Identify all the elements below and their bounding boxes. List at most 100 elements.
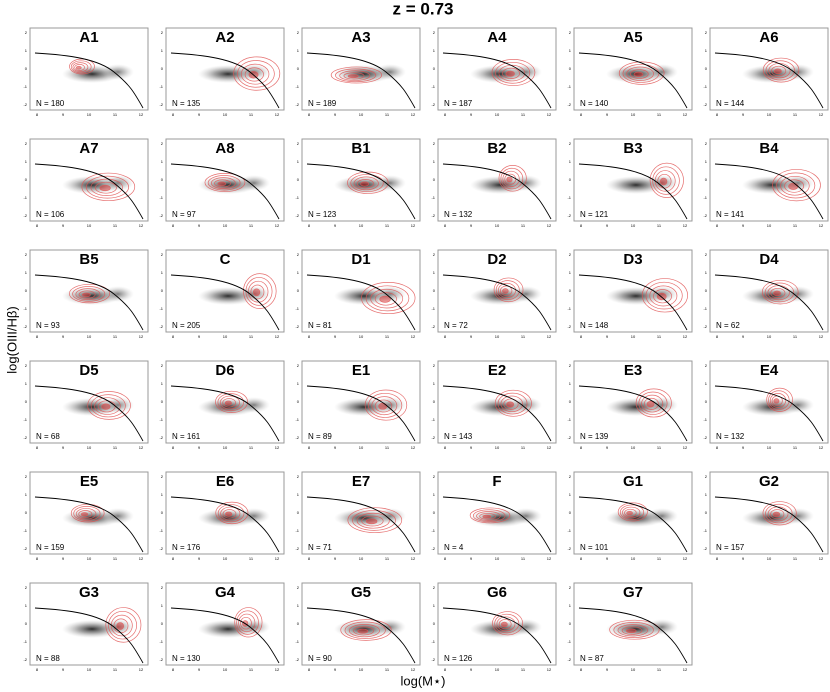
y-tick-label: 2 [297, 252, 300, 257]
x-tick-label: 11 [113, 334, 118, 339]
panel-label: G3 [79, 584, 99, 601]
sample-contour [214, 179, 231, 188]
y-tick-label: 2 [433, 363, 436, 368]
x-tick-label: 12 [683, 334, 688, 339]
y-tick-label: 2 [705, 363, 708, 368]
y-tick-label: -2 [295, 213, 299, 218]
x-tick-label: 12 [139, 223, 144, 228]
y-tick-label: 1 [161, 492, 164, 497]
x-tick-label: 9 [470, 667, 473, 672]
x-tick-label: 8 [444, 667, 447, 672]
y-tick-label: 1 [705, 48, 708, 53]
sample-contour [772, 169, 821, 202]
x-tick-label: 9 [606, 667, 609, 672]
x-tick-label: 8 [716, 556, 719, 561]
x-tick-label: 11 [385, 223, 390, 228]
reference-density [238, 508, 270, 524]
sample-contour [500, 621, 508, 628]
x-tick-label: 9 [62, 556, 65, 561]
sample-size: N = 121 [580, 210, 609, 219]
x-tick-label: 9 [334, 112, 337, 117]
sample-contour [492, 611, 524, 636]
sample-size: N = 132 [444, 210, 473, 219]
x-tick-label: 10 [223, 223, 228, 228]
sample-contour [361, 282, 416, 315]
x-tick-label: 11 [249, 334, 254, 339]
sample-size: N = 205 [172, 321, 201, 330]
y-tick-label: -1 [295, 528, 299, 533]
y-tick-label: 2 [297, 363, 300, 368]
x-tick-label: 10 [359, 556, 364, 561]
demarcation-curve [306, 607, 416, 664]
y-tick-label: 0 [705, 399, 708, 404]
x-tick-label: 9 [62, 667, 65, 672]
y-tick-label: -2 [567, 213, 571, 218]
reference-density [646, 619, 678, 635]
x-tick-label: 10 [87, 334, 92, 339]
y-tick-label: 0 [25, 66, 28, 71]
sample-contour [772, 511, 781, 518]
y-tick-label: 0 [705, 288, 708, 293]
y-tick-label: 0 [569, 621, 572, 626]
demarcation-curve [714, 163, 824, 220]
y-tick-label: -1 [295, 639, 299, 644]
sample-contour [773, 290, 781, 297]
sample-size: N = 161 [172, 432, 201, 441]
y-tick-label: 2 [569, 30, 572, 35]
demarcation-curve [578, 52, 688, 109]
sample-contour [641, 394, 664, 413]
x-tick-label: 10 [359, 334, 364, 339]
y-tick-label: 1 [433, 48, 436, 53]
x-tick-label: 8 [308, 445, 311, 450]
y-tick-label: -2 [431, 435, 435, 440]
sample-contour [78, 290, 96, 299]
panel-label: B3 [623, 140, 642, 157]
y-tick-label: -1 [431, 84, 435, 89]
x-tick-label: 9 [470, 223, 473, 228]
x-tick-label: 12 [547, 334, 552, 339]
y-tick-label: 0 [705, 66, 708, 71]
x-tick-label: 8 [308, 334, 311, 339]
panel-label: G2 [759, 473, 779, 490]
reference-density [510, 286, 542, 302]
x-tick-label: 10 [223, 556, 228, 561]
x-tick-label: 11 [113, 667, 118, 672]
x-tick-label: 11 [113, 223, 118, 228]
y-tick-label: 1 [433, 381, 436, 386]
y-tick-label: -2 [159, 546, 163, 551]
x-tick-label: 11 [113, 556, 118, 561]
sample-size: N = 176 [172, 543, 201, 552]
x-tick-label: 9 [198, 112, 201, 117]
y-tick-label: 2 [161, 141, 164, 146]
sample-contour [222, 509, 237, 519]
y-tick-label: 0 [25, 288, 28, 293]
sample-contour [495, 280, 520, 301]
sample-contour [624, 508, 637, 517]
panel-label: D4 [759, 251, 779, 268]
y-tick-label: -2 [295, 324, 299, 329]
x-tick-label: 8 [308, 112, 311, 117]
x-tick-label: 12 [683, 223, 688, 228]
sample-contour [645, 281, 683, 310]
sample-contour [496, 616, 516, 632]
x-axis-label: log(M⋆) [401, 673, 446, 688]
sample-contour [643, 397, 659, 410]
x-tick-label: 12 [275, 223, 280, 228]
x-tick-label: 11 [793, 445, 798, 450]
x-tick-label: 12 [683, 445, 688, 450]
x-tick-label: 12 [819, 223, 824, 228]
x-tick-label: 11 [249, 223, 254, 228]
y-tick-label: 0 [569, 66, 572, 71]
sample-contour [622, 64, 660, 83]
sample-contour [353, 176, 379, 191]
x-tick-label: 8 [172, 334, 175, 339]
x-tick-label: 8 [580, 667, 583, 672]
y-tick-label: -1 [567, 417, 571, 422]
sample-contour [638, 391, 668, 415]
y-tick-label: 2 [161, 30, 164, 35]
y-tick-label: 1 [297, 381, 300, 386]
sample-contour [94, 397, 121, 415]
x-tick-label: 11 [793, 556, 798, 561]
